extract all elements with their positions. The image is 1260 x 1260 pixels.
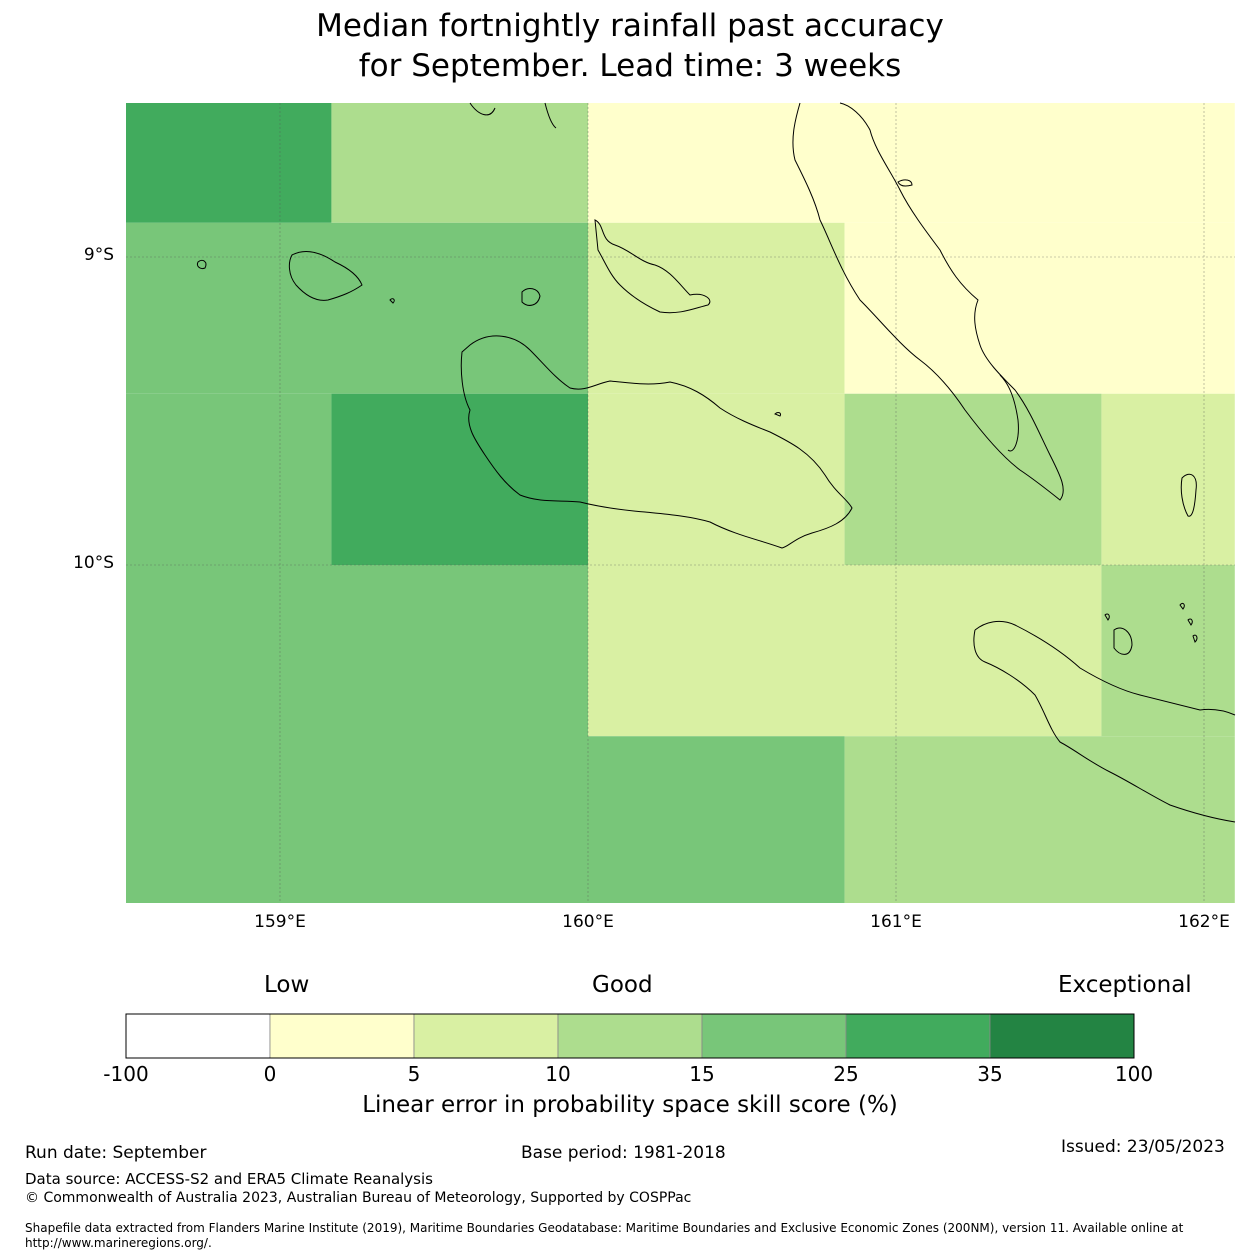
colorbar-tick: 15 — [689, 1062, 715, 1086]
chart-title: Median fortnightly rainfall past accurac… — [0, 6, 1260, 86]
colorbar-segment-0 — [125, 1013, 271, 1059]
lon-label-161e: 161°E — [870, 912, 922, 932]
coast-islet-e — [389, 298, 781, 417]
lat-label-10s: 10°S — [73, 553, 114, 573]
coast-savo — [521, 288, 541, 306]
skill-cell-9 — [844, 393, 1102, 565]
graticule — [126, 103, 1235, 903]
issued-date: Issued: 23/05/2023 — [1061, 1137, 1225, 1157]
skill-cell-11 — [126, 565, 588, 903]
skill-cell-0 — [126, 103, 332, 223]
category-good: Good — [592, 972, 653, 998]
skill-cell-4 — [588, 222, 845, 394]
category-exceptional: Exceptional — [1058, 972, 1192, 998]
skill-cell-3 — [126, 222, 588, 394]
colorbar-tick: -100 — [103, 1062, 149, 1086]
colorbar-tick: 0 — [263, 1062, 277, 1086]
coast-south-malaita — [999, 374, 1019, 452]
colorbar-segment-2 — [413, 1013, 559, 1059]
skill-cell-1 — [331, 103, 588, 223]
title-line-1: Median fortnightly rainfall past accurac… — [316, 8, 944, 44]
skill-cell-2 — [588, 103, 1235, 223]
skill-cell-13 — [1101, 565, 1235, 737]
copyright: © Commonwealth of Australia 2023, Austra… — [25, 1190, 692, 1206]
colorbar-tick: 10 — [545, 1062, 571, 1086]
skill-cell-5 — [844, 222, 1235, 394]
category-low: Low — [264, 972, 310, 998]
coast-islet-d — [1104, 602, 1198, 643]
skill-cell-12 — [588, 565, 1102, 737]
colorbar-tick: 25 — [833, 1062, 859, 1086]
lat-label-9s: 9°S — [83, 245, 114, 265]
colorbar-segment-1 — [269, 1013, 415, 1059]
colorbar-segment-4 — [701, 1013, 847, 1059]
colorbar-frame — [125, 1013, 1135, 1059]
skill-cell-6 — [126, 393, 332, 565]
colorbar — [125, 1013, 1135, 1059]
shapefile-credit: Shapefile data extracted from Flanders M… — [25, 1221, 1184, 1250]
coast-florida-islands — [594, 219, 711, 314]
run-date: Run date: September — [25, 1143, 207, 1163]
coast-malaita — [792, 102, 1064, 501]
colorbar-segment-5 — [845, 1013, 991, 1059]
colorbar-segment-6 — [989, 1013, 1135, 1059]
skill-cell-15 — [844, 736, 1235, 903]
coast-russell-islands — [288, 251, 363, 301]
lon-label-159e: 159°E — [254, 912, 306, 932]
skill-grid — [126, 103, 1235, 903]
skill-cell-10 — [1101, 393, 1235, 565]
title-line-2: for September. Lead time: 3 weeks — [358, 48, 902, 84]
coast-guadalcanal — [460, 335, 853, 549]
skill-cell-8 — [588, 393, 845, 565]
coast-islet-b — [897, 179, 913, 187]
skill-cell-14 — [588, 736, 845, 903]
colorbar-tick: 5 — [407, 1062, 421, 1086]
colorbar-tick: 35 — [977, 1062, 1003, 1086]
coast-islet-a — [197, 259, 207, 269]
coast-makira — [973, 620, 1236, 823]
coastlines — [197, 102, 1236, 823]
coast-islet-c — [1113, 627, 1133, 655]
colorbar-tick: 100 — [1114, 1062, 1154, 1086]
skill-cell-7 — [331, 393, 588, 565]
data-source: Data source: ACCESS-S2 and ERA5 Climate … — [25, 1170, 433, 1188]
coast-ulawa — [1180, 473, 1197, 517]
coast-santa-isabel — [469, 102, 557, 129]
colorbar-segment-3 — [557, 1013, 703, 1059]
lon-label-160e: 160°E — [562, 912, 614, 932]
colorbar-title: Linear error in probability space skill … — [362, 1092, 898, 1118]
base-period: Base period: 1981-2018 — [521, 1143, 726, 1163]
lon-label-162e: 162°E — [1178, 912, 1230, 932]
